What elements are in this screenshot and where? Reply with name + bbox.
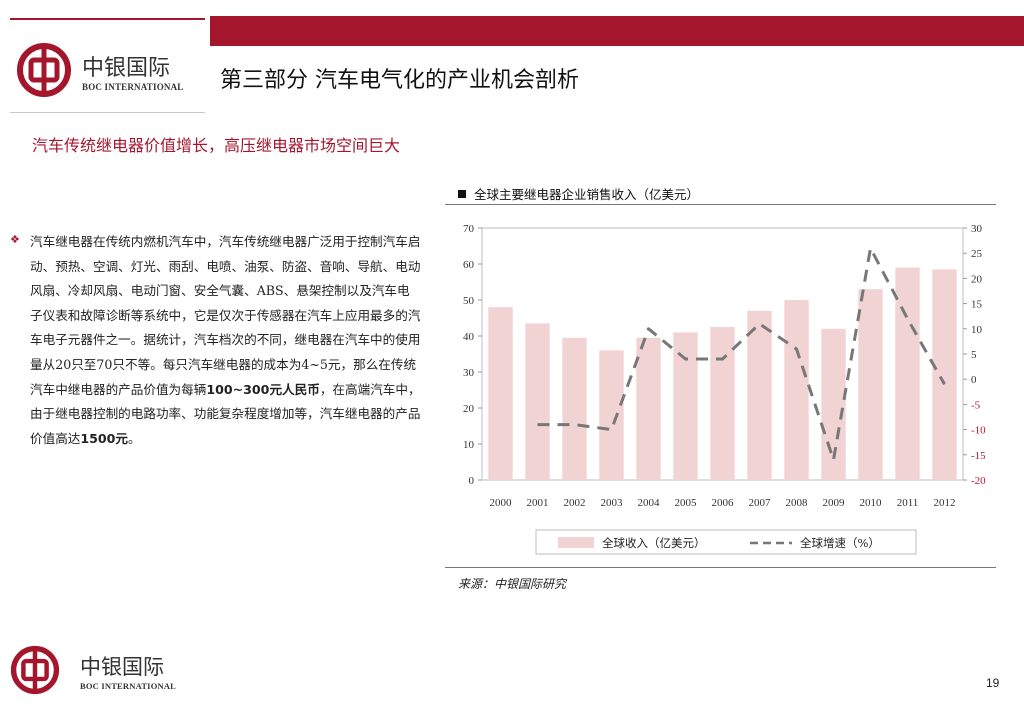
page-number: 19 — [986, 676, 1000, 690]
bar — [562, 337, 587, 480]
x-tick-label: 2007 — [749, 497, 772, 509]
bar — [599, 350, 624, 480]
right-tick-label: 10 — [971, 324, 983, 336]
bar — [858, 289, 883, 480]
bar — [673, 332, 698, 480]
body-emphasis: 1500元 — [80, 430, 129, 446]
right-tick-label: 20 — [971, 273, 983, 285]
right-tick-label: -10 — [971, 425, 986, 437]
footer-logo: 中银国际 BOC INTERNATIONAL — [10, 645, 200, 695]
x-tick-label: 2004 — [638, 497, 661, 509]
boc-logo-icon — [10, 645, 60, 695]
header-bar — [210, 16, 1024, 46]
right-tick-label: 30 — [971, 223, 983, 235]
bar — [488, 307, 513, 480]
left-tick-label: 20 — [463, 403, 475, 415]
x-tick-label: 2011 — [897, 497, 919, 509]
x-tick-label: 2003 — [601, 497, 624, 509]
left-tick-label: 50 — [463, 295, 475, 307]
growth-line — [537, 246, 946, 462]
divider — [445, 204, 996, 205]
x-tick-label: 2012 — [934, 497, 956, 509]
x-tick-label: 2002 — [564, 497, 586, 509]
brand-name-en: BOC INTERNATIONAL — [80, 681, 177, 691]
left-tick-label: 40 — [463, 331, 475, 343]
combo-chart: 0 10 20 30 40 50 60 70 -20 -15 -10 -5 0 5 10 15 20 25 30 20… — [463, 223, 986, 555]
body-text-run: 。 — [128, 430, 141, 446]
bullet-icon: ❖ — [10, 233, 20, 246]
x-tick-label: 2008 — [786, 497, 809, 509]
x-tick-label: 2009 — [823, 497, 846, 509]
legend-bar-swatch — [558, 537, 594, 548]
brand-name-cn: 中银国际 — [80, 655, 164, 679]
x-tick-label: 2001 — [527, 497, 549, 509]
brand-name-cn: 中银国际 — [82, 56, 171, 81]
body-emphasis: 100~300元人民币 — [206, 381, 320, 397]
x-tick-label: 2010 — [860, 497, 883, 509]
bar — [784, 300, 809, 480]
left-tick-label: 0 — [469, 475, 475, 487]
right-tick-label: -5 — [971, 399, 981, 411]
right-tick-label: -20 — [971, 475, 986, 487]
right-tick-label: 25 — [971, 248, 983, 260]
bar — [636, 337, 661, 480]
chart-title: 全球主要继电器企业销售收入（亿美元） — [458, 184, 699, 203]
bar — [932, 269, 957, 480]
right-tick-label: 5 — [971, 349, 977, 361]
square-bullet-icon — [458, 190, 466, 198]
right-tick-label: 15 — [971, 299, 983, 311]
page-title: 第三部分 汽车电气化的产业机会剖析 — [220, 68, 579, 93]
left-tick-label: 10 — [463, 439, 475, 451]
source-note: 来源：中银国际研究 — [458, 577, 567, 591]
chart-title-text: 全球主要继电器企业销售收入（亿美元） — [474, 187, 700, 202]
boc-logo-icon — [17, 43, 71, 97]
x-tick-label: 2006 — [712, 497, 735, 509]
x-tick-label: 2005 — [675, 497, 698, 509]
body-paragraph: 汽车继电器在传统内燃机汽车中，汽车传统继电器广泛用于控制汽车启动、预热、空调、灯… — [30, 230, 422, 451]
brand-name-en: BOC INTERNATIONAL — [82, 82, 184, 92]
legend-box — [535, 529, 917, 555]
section-subtitle: 汽车传统继电器价值增长，高压继电器市场空间巨大 — [32, 136, 401, 155]
header-logo: 中银国际 BOC INTERNATIONAL — [10, 18, 205, 113]
x-tick-label: 2000 — [490, 497, 513, 509]
left-tick-label: 60 — [463, 259, 475, 271]
divider — [445, 567, 996, 568]
left-tick-label: 30 — [463, 367, 475, 379]
bar — [747, 310, 772, 480]
body-text-run: ，在高端汽车中，由于继电器控制的电路功率、功能复杂程度增加等，汽车继电器的产品价… — [30, 381, 421, 446]
right-tick-label: -15 — [971, 450, 986, 462]
legend-bar-label: 全球收入（亿美元） — [602, 536, 706, 550]
left-tick-label: 70 — [463, 223, 475, 235]
bar — [895, 267, 920, 480]
body-text-run: 汽车继电器在传统内燃机汽车中，汽车传统继电器广泛用于控制汽车启动、预热、空调、灯… — [30, 234, 421, 397]
bar — [710, 327, 735, 480]
legend-line-label: 全球增速（%） — [800, 536, 880, 550]
bar — [525, 323, 550, 480]
right-tick-label: 0 — [971, 374, 977, 386]
